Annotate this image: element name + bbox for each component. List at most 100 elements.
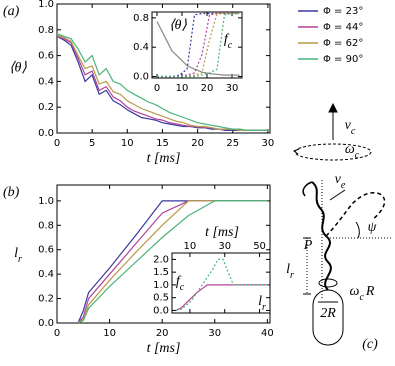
legend-label: Φ = 62° <box>323 38 363 49</box>
y-tick-label: 1.0 <box>38 0 54 10</box>
diagram-label-main: ω <box>345 142 355 157</box>
y-tick-label: 0.8 <box>133 13 149 24</box>
annotation-sub: c <box>228 40 233 51</box>
y-tick-label: 0.8 <box>38 25 54 36</box>
y-tick-label: 0.5 <box>153 293 169 304</box>
x-tick-label: 0 <box>154 83 160 94</box>
diagram-label: (c) <box>362 337 378 352</box>
y-tick-label: 1.5 <box>153 267 169 278</box>
series-line <box>157 12 240 78</box>
annotation-sub: r <box>262 302 266 313</box>
diagram-label: ωc <box>345 142 360 161</box>
flagellum <box>311 181 332 291</box>
x-axis-label: t [ms] <box>205 225 239 240</box>
legend-label: Φ = 44° <box>323 22 363 33</box>
legend-label: Φ = 90° <box>323 54 363 65</box>
diagram-label: P <box>303 238 313 253</box>
y-tick-label: 0.4 <box>133 42 149 53</box>
y-axis-label: ⟨θ⟩ <box>9 61 27 76</box>
y-tick-label: 0.2 <box>38 102 54 113</box>
y-axis-label-sub: r <box>18 254 22 265</box>
annotation: fc <box>176 274 185 293</box>
y-tick-label: 0.6 <box>38 51 54 62</box>
diagram-label: vc <box>345 118 356 137</box>
arrow-head <box>292 148 300 155</box>
diagram-label: ωc R <box>350 284 375 303</box>
panel-label: (b) <box>3 185 20 200</box>
x-tick-label: 5 <box>89 138 95 149</box>
series-line <box>156 21 240 76</box>
diagram-label-sub: c <box>359 292 364 303</box>
y-tick-label: 0.2 <box>38 294 54 305</box>
x-tick-label: 0 <box>54 328 60 339</box>
plot-frame <box>171 252 271 314</box>
y-tick-label: 1.0 <box>38 196 54 207</box>
x-axis-label: t [ms] <box>147 151 181 166</box>
annotation-main: f <box>176 274 182 289</box>
diagram <box>292 102 392 346</box>
diagram-label: 2R <box>320 306 336 321</box>
y-tick-label: 0.0 <box>153 305 169 316</box>
x-tick-label: 10 <box>184 241 197 252</box>
diagram-label: ψ <box>368 220 377 235</box>
diagram-label-sub: r <box>290 270 294 281</box>
y-tick-label: 0.0 <box>38 128 54 139</box>
series-group <box>57 33 268 131</box>
y-tick-label: 0.8 <box>38 220 54 231</box>
x-axis-label: t [ms] <box>147 341 181 356</box>
series-group <box>156 12 240 78</box>
annotation: ⟨θ⟩ <box>169 18 187 33</box>
y-tick-label: 0.4 <box>38 269 54 280</box>
x-tick-label: 30 <box>208 328 221 339</box>
series-line <box>175 258 269 311</box>
x-tick-label: 20 <box>191 138 204 149</box>
y-axis-label: lr <box>14 246 22 265</box>
series-line <box>57 33 268 131</box>
diagram-label-main: v <box>345 118 352 133</box>
diagram-label-main: v <box>335 172 342 187</box>
y-tick-label: 0.6 <box>38 245 54 256</box>
x-tick-label: 10 <box>176 83 189 94</box>
annotation-main: f <box>224 32 230 47</box>
flagellum-tip <box>302 181 313 197</box>
series-group <box>77 200 268 323</box>
diagram-label-main: l <box>286 262 290 277</box>
diagram-label-sub: c <box>351 126 356 137</box>
psi-arc <box>355 221 360 239</box>
x-tick-label: 20 <box>201 83 214 94</box>
annotation-sub: c <box>180 282 185 293</box>
plot-1: 0.0 0.4 0.8 0 10 20 30 <box>133 11 243 94</box>
y-tick-label: 2.0 <box>153 254 169 265</box>
rotation-ellipse <box>294 143 372 161</box>
rotation-ring <box>318 278 338 288</box>
flagellum-dashed <box>325 192 386 237</box>
series-line <box>57 35 268 131</box>
x-tick-label: 25 <box>226 138 239 149</box>
ve-arrow <box>329 189 346 201</box>
arrow-head <box>328 102 338 113</box>
panel-label: (a) <box>3 4 20 19</box>
y-tick-label: 0.4 <box>38 76 54 87</box>
diagram-label-tail: R <box>365 284 375 299</box>
y-tick-label: 0.0 <box>38 318 54 329</box>
x-tick-label: 15 <box>156 138 169 149</box>
diagram-label-main: ω <box>350 284 360 299</box>
x-tick-label: 0 <box>54 138 60 149</box>
annotation-main: l <box>258 294 262 309</box>
x-tick-label: 20 <box>156 328 169 339</box>
diagram-label: ve <box>335 172 346 191</box>
series-group <box>175 258 269 311</box>
x-tick-label: 30 <box>226 83 239 94</box>
x-tick-label: 30 <box>218 241 231 252</box>
y-axis-label-main: l <box>14 246 18 261</box>
x-tick-label: 50 <box>253 241 266 252</box>
diagram-label: lr <box>286 262 294 281</box>
series-line <box>77 200 268 323</box>
x-tick-label: 40 <box>261 328 274 339</box>
x-tick-label: 10 <box>121 138 134 149</box>
x-tick-label: 10 <box>103 328 116 339</box>
legend-label: Φ = 23° <box>323 6 363 17</box>
plot-3: 0.00.5 1.0 1.5 2.0 10 30 50 <box>153 241 271 316</box>
x-tick-label: 30 <box>262 138 275 149</box>
